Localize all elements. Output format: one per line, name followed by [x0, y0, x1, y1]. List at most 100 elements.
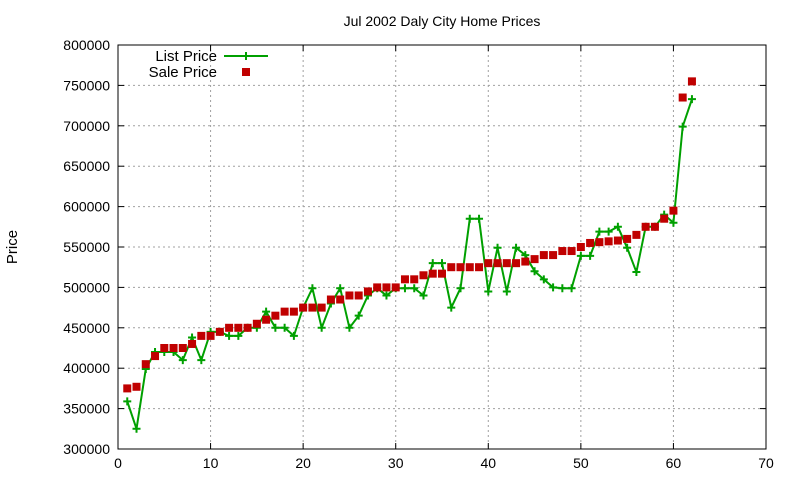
y-tick-label: 350000	[63, 401, 110, 417]
axis-ticks: 0 10 20 30 40 50 60 70 300000 350000 400000 450000 5…	[63, 37, 774, 471]
data-point	[475, 263, 484, 272]
data-point	[447, 303, 456, 312]
data-point	[262, 307, 271, 316]
data-point	[650, 222, 659, 231]
data-point	[382, 291, 391, 300]
data-point	[558, 284, 567, 293]
data-point	[132, 424, 141, 433]
legend: List Price Sale Price	[149, 48, 268, 81]
data-point	[493, 243, 502, 252]
legend-label-list-price: List Price	[155, 48, 217, 65]
grid	[118, 45, 766, 449]
data-point	[132, 382, 141, 391]
data-point	[400, 275, 409, 284]
data-point	[604, 237, 613, 246]
data-point	[234, 323, 243, 332]
data-point	[308, 284, 317, 293]
data-point	[123, 397, 132, 406]
data-point	[632, 268, 641, 277]
series-line	[126, 98, 693, 430]
data-point	[465, 263, 474, 272]
x-tick-label: 40	[480, 455, 496, 471]
data-point	[576, 251, 585, 260]
y-tick-label: 650000	[63, 158, 110, 174]
data-point	[252, 319, 261, 328]
data-point	[512, 243, 521, 252]
x-tick-label: 70	[758, 455, 774, 471]
data-point	[678, 122, 687, 131]
data-point	[271, 323, 280, 332]
data-point	[549, 251, 558, 260]
data-point	[123, 384, 132, 393]
data-point	[308, 303, 317, 312]
data-point	[382, 283, 391, 292]
data-point	[289, 331, 298, 340]
data-point	[169, 344, 178, 352]
data-point	[336, 284, 345, 293]
data-point	[141, 360, 150, 369]
data-point	[623, 234, 632, 243]
data-point	[595, 227, 604, 236]
series-list-price	[123, 95, 696, 433]
data-point	[549, 283, 558, 292]
data-point	[484, 259, 493, 268]
data-point	[687, 95, 696, 104]
data-point	[225, 323, 234, 332]
data-point	[687, 77, 696, 86]
data-point	[465, 214, 474, 223]
data-point	[438, 259, 446, 268]
data-point	[215, 327, 224, 336]
data-point	[641, 222, 650, 231]
x-tick-label: 0	[114, 455, 122, 471]
legend-marker-list-price	[242, 52, 250, 60]
y-tick-label: 400000	[63, 360, 110, 376]
data-point	[280, 323, 289, 332]
x-tick-label: 60	[666, 455, 682, 471]
data-point	[586, 251, 595, 260]
data-point	[428, 259, 437, 268]
data-point	[669, 218, 678, 227]
chart-title: Jul 2002 Daly City Home Prices	[344, 13, 541, 29]
data-point	[576, 243, 585, 251]
data-point	[456, 263, 465, 272]
data-point	[363, 287, 372, 296]
data-point	[428, 269, 437, 278]
data-point	[160, 344, 169, 352]
data-point	[530, 267, 539, 276]
data-point	[243, 323, 252, 332]
data-point	[419, 271, 428, 280]
data-point	[567, 247, 576, 256]
data-point	[447, 263, 456, 272]
data-point	[502, 287, 511, 296]
x-tick-label: 10	[203, 455, 219, 471]
data-point	[391, 283, 400, 292]
data-point	[438, 269, 446, 278]
data-point	[197, 356, 206, 365]
data-point	[354, 291, 363, 300]
data-point	[206, 331, 215, 340]
data-point	[410, 275, 419, 284]
y-tick-label: 300000	[63, 441, 110, 457]
data-point	[456, 284, 465, 293]
data-point	[660, 214, 669, 223]
y-axis-label: Price	[4, 230, 21, 264]
data-point	[512, 259, 521, 268]
data-point	[326, 295, 335, 304]
data-point	[289, 307, 298, 316]
data-point	[604, 227, 613, 236]
data-point	[299, 303, 308, 312]
data-point	[336, 295, 345, 304]
data-point	[419, 291, 428, 300]
data-point	[234, 331, 243, 340]
y-tick-label: 500000	[63, 279, 110, 295]
data-point	[317, 323, 326, 332]
data-point	[632, 230, 641, 239]
data-point	[354, 311, 363, 320]
data-point	[475, 214, 484, 223]
data-point	[373, 283, 382, 292]
data-point	[521, 257, 530, 266]
data-point	[271, 311, 280, 320]
data-point	[262, 315, 271, 324]
series	[123, 77, 696, 433]
